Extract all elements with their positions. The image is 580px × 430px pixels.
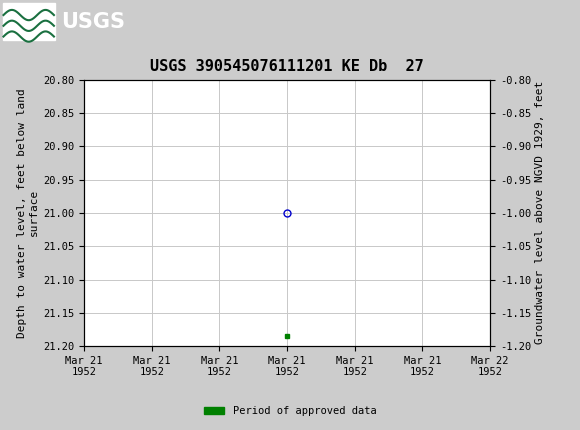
Y-axis label: Groundwater level above NGVD 1929, feet: Groundwater level above NGVD 1929, feet [535,81,545,344]
FancyBboxPatch shape [3,3,55,40]
Y-axis label: Depth to water level, feet below land
surface: Depth to water level, feet below land su… [17,88,39,338]
Title: USGS 390545076111201 KE Db  27: USGS 390545076111201 KE Db 27 [150,59,424,74]
Legend: Period of approved data: Period of approved data [200,402,380,421]
Text: USGS: USGS [61,12,125,31]
